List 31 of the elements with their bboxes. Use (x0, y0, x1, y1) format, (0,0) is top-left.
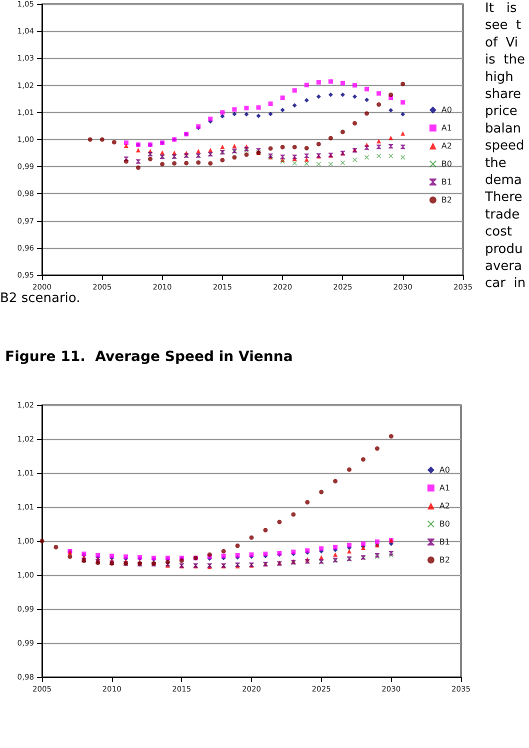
text: car in (485, 276, 526, 292)
legend-label: A2 (441, 142, 452, 150)
text: cost (485, 224, 512, 240)
text: is the (485, 52, 525, 68)
legend-label: B1 (439, 538, 450, 546)
legend-label: A2 (439, 502, 450, 510)
text: see t (485, 18, 522, 34)
legend-label: A1 (441, 124, 452, 132)
chart-title: Figure 11. Average Speed in Vienna (5, 349, 293, 365)
text: There (484, 190, 522, 206)
legend-label: B2 (441, 196, 452, 204)
text: produ (485, 242, 523, 257)
text: dema (485, 173, 522, 188)
text: avera (485, 259, 522, 274)
text: trade (485, 207, 520, 222)
text: share (485, 87, 522, 102)
legend-label: A0 (439, 466, 450, 474)
legend-label: B0 (439, 520, 450, 528)
text: B2 scenario. (0, 291, 80, 306)
legend-label: B1 (441, 178, 452, 186)
text: of Vi (485, 35, 518, 50)
text: It is (485, 1, 517, 16)
legend-label: A0 (441, 106, 452, 114)
text: balan (485, 121, 522, 136)
legend-label: B2 (439, 556, 450, 564)
legend-label: B0 (441, 160, 452, 168)
legend-label: A1 (439, 484, 450, 492)
text: speed (485, 138, 524, 154)
text: price (485, 104, 518, 120)
text: the (485, 156, 506, 171)
text: high (485, 70, 514, 85)
